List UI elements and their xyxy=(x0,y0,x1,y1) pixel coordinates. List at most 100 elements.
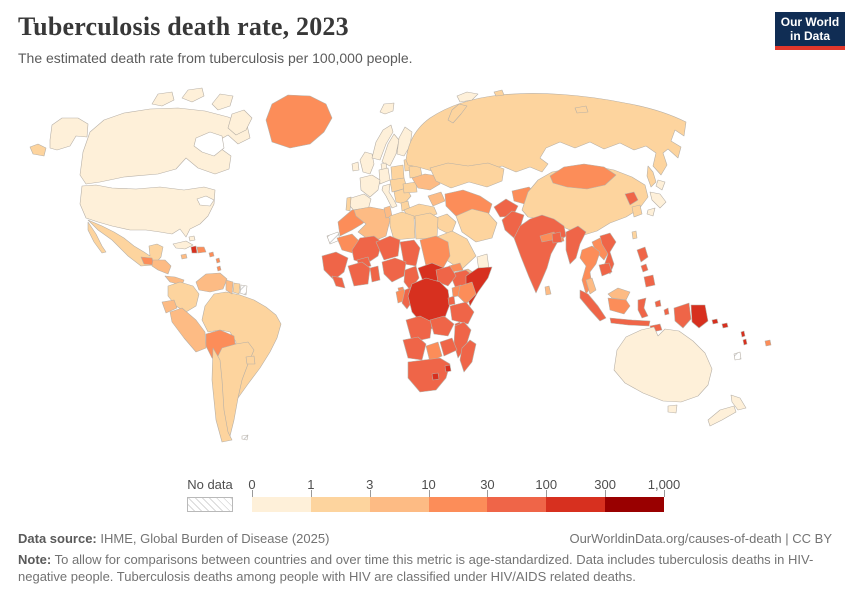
country-guyana[interactable] xyxy=(225,279,234,295)
country-greenland[interactable] xyxy=(265,94,333,149)
legend-segment[interactable] xyxy=(605,497,665,512)
legend-segment[interactable] xyxy=(252,497,311,512)
country-vietnam[interactable] xyxy=(599,232,617,275)
country-caucasus[interactable] xyxy=(427,191,446,207)
country-sumatra[interactable] xyxy=(579,289,607,322)
country-egypt[interactable] xyxy=(414,212,439,240)
legend-segment[interactable] xyxy=(310,497,370,512)
country-namibia[interactable] xyxy=(402,336,427,361)
country-botswana[interactable] xyxy=(425,341,443,363)
legend-segment[interactable] xyxy=(546,497,606,512)
country-philippines-visayas[interactable] xyxy=(640,263,649,273)
country-canada-arctic-3[interactable] xyxy=(211,93,234,111)
country-borneo-malaysia[interactable] xyxy=(607,287,631,301)
country-suriname[interactable] xyxy=(232,282,241,295)
country-ecuador[interactable] xyxy=(161,299,178,314)
country-italy[interactable] xyxy=(381,183,398,209)
country-chile[interactable] xyxy=(211,347,233,443)
country-new-guinea-west[interactable] xyxy=(673,302,692,329)
country-zimbabwe[interactable] xyxy=(439,337,458,357)
country-moluccas-2[interactable] xyxy=(663,307,670,316)
country-ukraine[interactable] xyxy=(411,173,441,191)
country-lesser-antilles-2[interactable] xyxy=(216,265,222,272)
country-cambodia[interactable] xyxy=(598,262,613,277)
country-zambia[interactable] xyxy=(429,315,455,337)
country-honduras-nicaragua[interactable] xyxy=(151,259,172,275)
country-iraq-syria[interactable] xyxy=(432,213,457,236)
country-haiti[interactable] xyxy=(190,245,198,254)
country-new-zealand-south[interactable] xyxy=(707,405,737,427)
country-germany[interactable] xyxy=(378,167,391,185)
country-mongolia[interactable] xyxy=(549,163,617,190)
country-taiwan[interactable] xyxy=(631,230,638,240)
country-north-korea[interactable] xyxy=(624,191,639,206)
country-lesotho[interactable] xyxy=(431,372,440,381)
country-togo-benin[interactable] xyxy=(369,265,381,283)
country-russia-arctic-isle-1[interactable] xyxy=(493,89,505,97)
country-venezuela[interactable] xyxy=(195,272,228,293)
country-russia-novaya-zemlya[interactable] xyxy=(447,103,468,124)
country-mexico[interactable] xyxy=(87,219,164,267)
country-java[interactable] xyxy=(609,317,651,327)
legend-segment[interactable] xyxy=(428,497,488,512)
country-japan-kyushu[interactable] xyxy=(646,207,656,217)
country-alaska[interactable] xyxy=(49,117,89,151)
country-south-sudan[interactable] xyxy=(435,265,457,287)
country-united-kingdom[interactable] xyxy=(359,151,375,175)
country-philippines-mindanao[interactable] xyxy=(643,274,656,288)
country-dominican-republic[interactable] xyxy=(196,246,207,254)
country-bangladesh[interactable] xyxy=(551,231,563,244)
country-ireland[interactable] xyxy=(351,161,360,172)
country-romania[interactable] xyxy=(402,181,418,194)
country-canada[interactable] xyxy=(79,107,251,185)
country-japan-honshu[interactable] xyxy=(649,191,667,209)
credit-link[interactable]: OurWorldinData.org/causes-of-death | CC … xyxy=(569,531,832,546)
country-eswatini[interactable] xyxy=(444,364,452,373)
country-canada-arctic-2[interactable] xyxy=(181,87,205,103)
owid-logo[interactable]: Our World in Data xyxy=(775,12,845,50)
country-new-zealand-north[interactable] xyxy=(730,394,747,411)
country-malaysia[interactable] xyxy=(585,277,597,295)
country-south-korea[interactable] xyxy=(631,204,643,218)
country-algeria[interactable] xyxy=(353,206,391,243)
country-madagascar[interactable] xyxy=(459,339,477,373)
country-tanzania[interactable] xyxy=(449,301,475,325)
country-russia[interactable] xyxy=(405,93,687,176)
legend-segment[interactable] xyxy=(369,497,429,512)
country-solomon-islands-1[interactable] xyxy=(711,318,719,325)
country-vanuatu-1[interactable] xyxy=(740,330,746,338)
country-sri-lanka[interactable] xyxy=(544,285,552,296)
country-united-states[interactable] xyxy=(79,184,216,238)
country-russia-arctic-isle-2[interactable] xyxy=(574,105,589,114)
country-kazakhstan[interactable] xyxy=(429,162,505,189)
country-japan-hokkaido[interactable] xyxy=(655,179,666,191)
country-iran[interactable] xyxy=(455,208,498,243)
svalbard[interactable] xyxy=(456,91,479,103)
country-uruguay[interactable] xyxy=(245,355,256,365)
country-canada-baffin[interactable] xyxy=(227,109,253,136)
country-myanmar[interactable] xyxy=(565,225,587,265)
country-lesser-antilles-1[interactable] xyxy=(215,257,221,264)
country-india[interactable] xyxy=(513,214,567,294)
country-fiji[interactable] xyxy=(764,339,772,347)
country-iceland[interactable] xyxy=(379,102,395,115)
country-libya[interactable] xyxy=(389,211,416,241)
country-papua-new-guinea[interactable] xyxy=(690,304,709,329)
country-french-guiana[interactable] xyxy=(239,284,248,296)
country-new-caledonia[interactable] xyxy=(733,351,742,361)
country-mexico-baja[interactable] xyxy=(87,221,107,254)
country-sulawesi[interactable] xyxy=(637,297,649,319)
country-borneo-indonesia[interactable] xyxy=(607,297,631,315)
country-senegal[interactable] xyxy=(321,251,349,281)
country-cuba[interactable] xyxy=(172,240,194,250)
country-poland[interactable] xyxy=(390,164,405,181)
country-solomon-islands-2[interactable] xyxy=(721,322,729,329)
legend-segment[interactable] xyxy=(487,497,547,512)
legend-no-data[interactable]: No data xyxy=(187,477,233,513)
country-puerto-rico[interactable] xyxy=(208,251,215,258)
country-sierra-leone-liberia[interactable] xyxy=(331,275,346,289)
country-rwanda-burundi[interactable] xyxy=(447,295,456,306)
country-russia-chukotka[interactable] xyxy=(29,143,47,157)
country-moluccas-1[interactable] xyxy=(654,299,662,308)
country-norway[interactable] xyxy=(371,124,394,161)
